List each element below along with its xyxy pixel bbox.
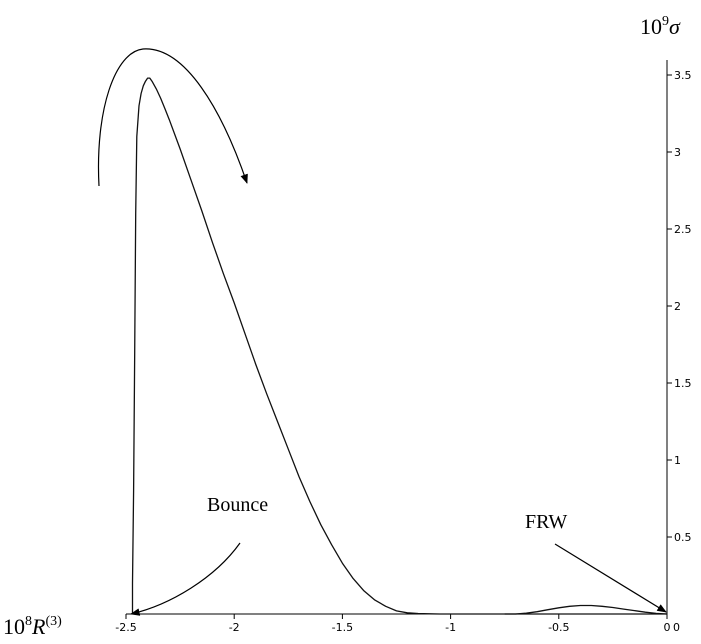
series-line-1 — [131, 77, 667, 615]
bounce-arrow — [130, 542, 241, 616]
x-tick-label: -2 — [229, 621, 240, 634]
series-layer — [131, 77, 668, 615]
y-axis-title-prefix: 10 — [640, 14, 662, 39]
y-tick-label: 1.5 — [674, 377, 692, 390]
x-tick-label: -0.5 — [548, 621, 569, 634]
y-axis: 0.5 1 1.5 2 2.5 3 3.5 0 — [666, 60, 692, 634]
y-tick-label: 2.5 — [674, 223, 692, 236]
x-tick-label: -1.5 — [332, 621, 353, 634]
y-axis-title-exponent: 9 — [662, 14, 669, 29]
annotation-frw: FRW — [525, 511, 567, 533]
x-axis-title-exponent: 8 — [25, 614, 32, 629]
y-tick-label: 1 — [674, 454, 681, 467]
x-tick-label: -1 — [445, 621, 456, 634]
y-axis-title: 109σ — [640, 14, 681, 39]
y-ticks: 0.5 1 1.5 2 2.5 3 3.5 0 — [667, 69, 692, 634]
y-tick-label-zero: 0 — [673, 621, 680, 634]
y-tick-label: 3 — [674, 146, 681, 159]
x-tick-label: 0 — [664, 621, 671, 634]
y-tick-label: 0.5 — [674, 531, 692, 544]
x-axis-title-superscript: (3) — [45, 614, 62, 629]
trajectory-arrow — [97, 48, 248, 187]
x-axis-title-prefix: 10 — [3, 614, 25, 639]
x-tick-label: -2.5 — [115, 621, 136, 634]
y-axis-title-variable: σ — [669, 14, 681, 39]
x-axis: -2.5 -2 -1.5 -1 -0.5 0 — [115, 613, 671, 634]
frw-arrow — [554, 543, 667, 613]
x-axis-title-variable: R — [31, 614, 46, 639]
annotation-bounce: Bounce — [207, 494, 268, 516]
x-axis-title: 108R(3) — [3, 614, 62, 639]
x-ticks: -2.5 -2 -1.5 -1 -0.5 0 — [115, 614, 671, 634]
y-tick-label: 3.5 — [674, 69, 692, 82]
y-tick-label: 2 — [674, 300, 681, 313]
series-line-2 — [504, 604, 668, 615]
